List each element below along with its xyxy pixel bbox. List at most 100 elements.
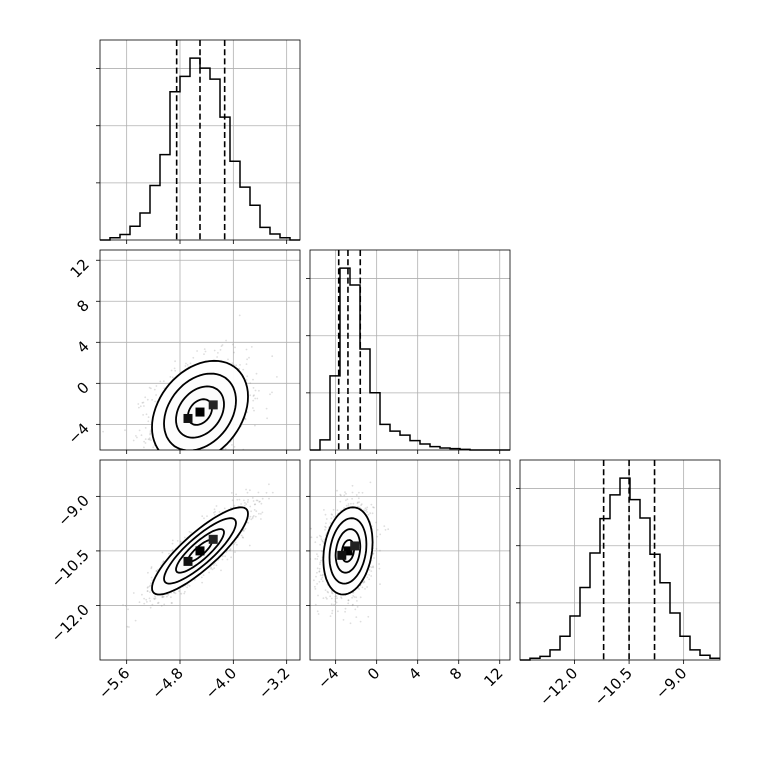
scatter-point [162, 560, 165, 562]
scatter-point [325, 522, 327, 525]
scatter-point [206, 466, 208, 468]
scatter-point [335, 595, 338, 598]
scatter-point [149, 430, 152, 432]
scatter-point [141, 401, 144, 404]
contour-line [151, 506, 249, 596]
scatter-point [209, 454, 211, 456]
scatter-point [331, 612, 333, 615]
x-tick-label: −4.8 [148, 664, 186, 702]
scatter-point [314, 541, 317, 544]
density-cell [208, 400, 218, 410]
scatter-point [230, 556, 233, 559]
scatter-point [244, 527, 247, 530]
scatter-point [329, 615, 332, 617]
scatter-point [149, 606, 152, 609]
scatter-point [345, 504, 348, 507]
hist-panel-2 [306, 249, 511, 454]
contour-line [175, 528, 225, 574]
scatter-point [171, 602, 173, 604]
scatter-point [258, 512, 260, 515]
scatter-point [206, 515, 208, 517]
scatter-point [233, 351, 236, 354]
scatter-point [149, 433, 152, 436]
scatter-point [324, 589, 327, 591]
scatter-point [163, 603, 166, 606]
scatter-point [157, 601, 160, 604]
contour-line [163, 517, 237, 585]
scatter-point [162, 526, 164, 528]
x-tick-label: 8 [446, 664, 465, 683]
scatter-point [344, 491, 346, 493]
contour-line [151, 359, 249, 450]
scatter-point [276, 376, 278, 378]
scatter-point [332, 508, 335, 511]
x-tick-label: −4.0 [202, 664, 240, 702]
scatter-point [168, 455, 170, 457]
scatter-point [358, 491, 360, 494]
scatter-point [146, 601, 148, 603]
scatter-point [250, 346, 253, 348]
scatter-point [255, 510, 258, 513]
x-tick-label: −9.0 [652, 664, 690, 702]
scatter-point [224, 447, 227, 450]
scatter-point [213, 349, 216, 352]
scatter-point [176, 457, 178, 459]
scatter-point [344, 610, 346, 613]
scatter-point [368, 578, 371, 581]
scatter-point [200, 576, 203, 579]
density-cell [350, 541, 360, 551]
scatter-point [147, 416, 150, 419]
scatter-point [361, 586, 364, 589]
pair-panel-2 [96, 459, 301, 664]
histogram-1 [100, 57, 300, 241]
scatter-point [226, 558, 229, 561]
scatter-point [160, 467, 162, 469]
scatter-point [370, 575, 373, 577]
scatter-point [318, 570, 321, 573]
panel-frame [309, 459, 511, 661]
scatter-point [216, 356, 219, 358]
scatter-point [339, 493, 342, 496]
scatter-point [352, 591, 355, 594]
scatter-point [140, 451, 142, 453]
scatter-point [351, 491, 354, 494]
scatter-point [364, 509, 367, 512]
scatter-point [347, 602, 350, 605]
scatter-point [162, 596, 164, 598]
scatter-point [146, 398, 149, 401]
x-tick-label: −3.2 [255, 664, 293, 702]
scatter-point [256, 499, 259, 502]
scatter-point [356, 600, 358, 602]
scatter-point [352, 595, 355, 597]
scatter-point [363, 580, 366, 583]
scatter-point [331, 514, 333, 516]
scatter-point [150, 485, 152, 487]
scatter-point [325, 518, 328, 520]
scatter-point [252, 378, 254, 381]
scatter-point [161, 551, 164, 554]
scatter-point [356, 501, 359, 504]
scatter-point [138, 429, 141, 432]
scatter-point [366, 506, 369, 509]
scatter-point [255, 499, 258, 502]
scatter-point [204, 350, 207, 353]
scatter-point [340, 494, 342, 497]
scatter-point [132, 439, 135, 442]
scatter-point [366, 511, 368, 513]
scatter-point [347, 505, 350, 507]
scatter-point [122, 488, 124, 490]
scatter-point [253, 394, 255, 397]
scatter-point [358, 506, 361, 509]
scatter-point [353, 596, 356, 598]
scatter-point [154, 400, 157, 403]
scatter-point [265, 491, 268, 494]
scatter-point [170, 602, 173, 604]
scatter-point [321, 580, 324, 583]
scatter-point [372, 552, 375, 555]
scatter-point [190, 531, 192, 534]
y-tick-label: −10.5 [48, 546, 93, 591]
scatter-point [323, 509, 325, 511]
scatter-point [253, 503, 256, 506]
scatter-point [154, 455, 156, 457]
scatter-point [358, 501, 360, 503]
